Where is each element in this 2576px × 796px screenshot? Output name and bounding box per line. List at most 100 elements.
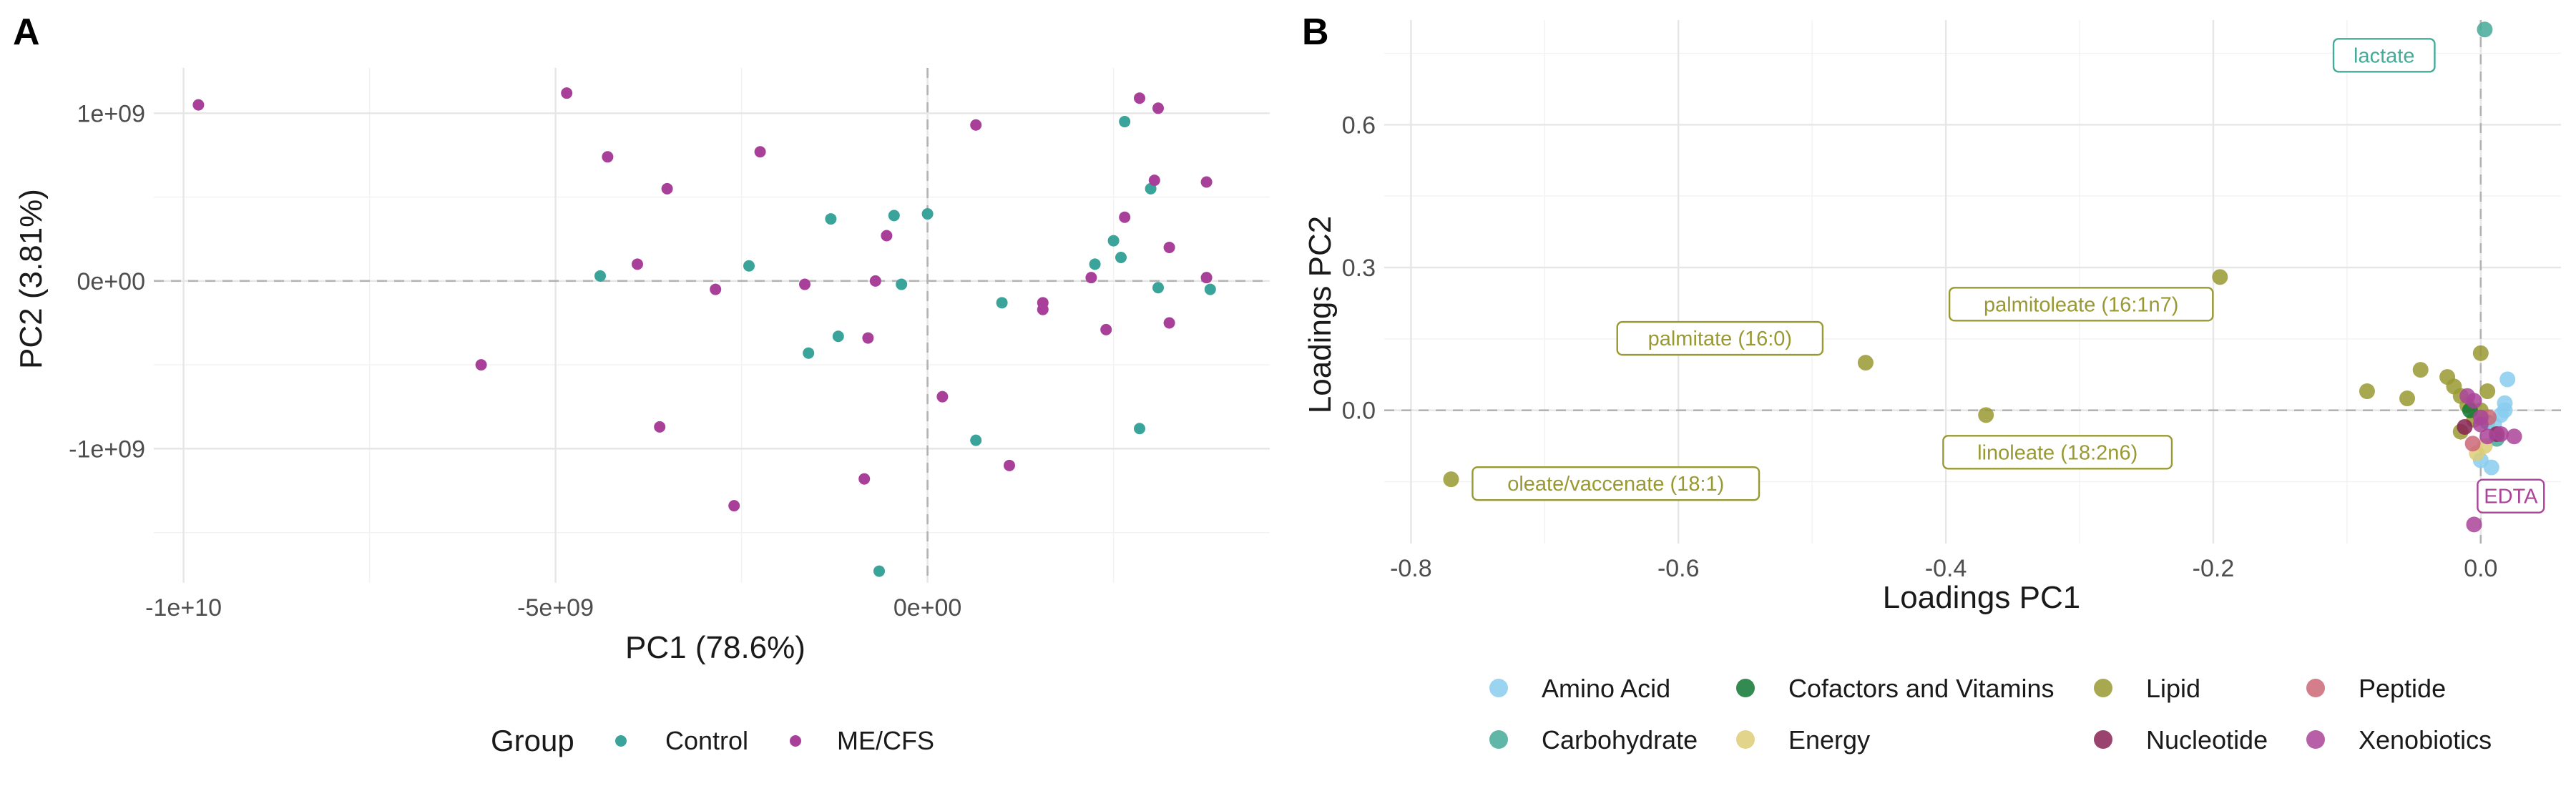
point-xenobiotics — [2506, 428, 2522, 445]
point-xenobiotics — [2466, 393, 2482, 409]
point-me-cfs — [1163, 317, 1175, 329]
legend-swatch-amino-acid — [1489, 679, 1508, 697]
point-me-cfs — [632, 258, 643, 270]
legend-label-control: Control — [665, 726, 748, 755]
panel-b-letter: B — [1302, 11, 1329, 53]
point-lipid — [2412, 362, 2429, 378]
point-control — [594, 270, 606, 282]
point-amino-acid — [2499, 371, 2516, 388]
point-xenobiotics — [2472, 416, 2489, 433]
panel-a-legend-title: Group — [491, 724, 574, 757]
point-lipid — [2399, 390, 2416, 407]
legend-label-cofactors-and-vitamins: Cofactors and Vitamins — [1788, 674, 2055, 703]
point-me-cfs — [1163, 241, 1175, 253]
point-amino-acid — [2497, 402, 2513, 418]
point-xenobiotics — [2466, 516, 2482, 533]
point-me-cfs — [602, 151, 614, 163]
annotation-label: palmitate (16:0) — [1648, 328, 1793, 350]
legend-label-energy: Energy — [1788, 725, 1870, 755]
panel-a-tick-labels: -1e+10 -5e+09 0e+00 1e+09 0e+00 -1e+09 — [69, 100, 961, 621]
point-me-cfs — [869, 275, 881, 287]
point-me-cfs — [192, 99, 205, 111]
annotation-box — [1616, 320, 1824, 356]
legend-label-amino-acid: Amino Acid — [1542, 674, 1670, 703]
annotation-box — [2332, 38, 2436, 73]
annotation-label: oleate/vaccenate (18:1) — [1507, 473, 1724, 496]
x-tick-label: -0.2 — [2193, 555, 2235, 582]
x-tick-label: 0e+00 — [893, 594, 962, 621]
point-me-cfs — [728, 500, 740, 512]
point-control — [896, 278, 908, 290]
annotation-edta: EDTA — [2477, 478, 2545, 514]
point-lipid — [2359, 383, 2375, 400]
legend-label-peptide: Peptide — [2359, 674, 2446, 703]
panel-a-letter: A — [13, 11, 40, 53]
point-control — [1152, 282, 1164, 294]
point-me-cfs — [1148, 175, 1160, 187]
point-lipid — [1857, 355, 1874, 371]
x-tick-label: -0.4 — [1925, 555, 1967, 582]
point-me-cfs — [1152, 102, 1164, 114]
legend-label-xenobiotics: Xenobiotics — [2359, 725, 2492, 755]
point-me-cfs — [754, 146, 766, 158]
point-control — [1119, 116, 1131, 128]
point-xenobiotics — [2492, 426, 2509, 442]
annotation-label: lactate — [2354, 44, 2414, 67]
point-control — [832, 330, 844, 343]
point-control — [1204, 283, 1216, 295]
y-tick-label: -1e+09 — [69, 436, 145, 463]
legend-swatch-energy — [1736, 730, 1755, 749]
panel-a-x-axis-title: PC1 (78.6%) — [625, 630, 805, 665]
legend-swatch-mecfs — [790, 735, 801, 747]
x-tick-label: -5e+09 — [517, 594, 594, 621]
annotation-palmitate-16-0: palmitate (16:0) — [1616, 320, 1824, 356]
panel-b-x-axis-title: Loadings PC1 — [1883, 580, 2080, 615]
panel-b-points — [1443, 21, 2522, 533]
legend-swatch-xenobiotics — [2306, 730, 2325, 749]
y-tick-label: 0e+00 — [77, 268, 146, 295]
annotation-label: linoleate (18:2n6) — [1977, 441, 2137, 464]
panel-a-y-axis-title: PC2 (3.81%) — [14, 189, 49, 369]
point-control — [888, 210, 900, 222]
point-peptide — [2464, 436, 2481, 452]
point-me-cfs — [1100, 323, 1112, 335]
legend-swatch-nucleotide — [2094, 730, 2112, 749]
point-me-cfs — [1085, 272, 1097, 284]
annotation-label: EDTA — [2484, 486, 2538, 508]
point-me-cfs — [936, 390, 949, 403]
legend-swatch-cofactors-and-vitamins — [1736, 679, 1755, 697]
y-tick-label: 1e+09 — [77, 100, 146, 127]
legend-swatch-peptide — [2306, 679, 2325, 697]
point-lipid — [1978, 407, 1994, 423]
point-control — [921, 208, 934, 220]
point-me-cfs — [862, 332, 874, 344]
y-tick-label: 0.0 — [1342, 398, 1376, 425]
annotation-palmitoleate-16-1n7: palmitoleate (16:1n7) — [1948, 287, 2214, 322]
point-me-cfs — [970, 119, 982, 131]
point-control — [1134, 423, 1145, 435]
annotation-box — [1942, 435, 2173, 470]
point-nucleotide — [2457, 418, 2473, 435]
point-control — [825, 213, 837, 225]
x-tick-label: -0.6 — [1657, 555, 1700, 582]
point-control — [970, 434, 982, 446]
legend-swatch-carbohydrate — [1489, 730, 1508, 749]
annotation-oleate-vaccenate-18-1: oleate/vaccenate (18:1) — [1471, 466, 1760, 501]
point-me-cfs — [661, 182, 673, 195]
point-me-cfs — [1119, 211, 1131, 223]
legend-label-nucleotide: Nucleotide — [2146, 725, 2268, 755]
legend-label-mecfs: ME/CFS — [837, 726, 934, 755]
point-me-cfs — [561, 87, 573, 99]
panel-b-y-axis-title: Loadings PC2 — [1303, 216, 1338, 413]
point-me-cfs — [858, 473, 871, 485]
point-lipid — [2212, 269, 2228, 285]
annotation-lactate: lactate — [2332, 38, 2436, 73]
point-control — [1115, 252, 1127, 264]
annotation-label: palmitoleate (16:1n7) — [1984, 293, 2178, 316]
point-me-cfs — [799, 278, 810, 290]
panel-a-points — [192, 87, 1216, 577]
y-tick-label: 0.3 — [1342, 255, 1376, 282]
panel-b-legend: Amino Acid Carbohydrate Cofactors and Vita… — [1489, 674, 2492, 755]
legend-swatch-control — [615, 735, 627, 747]
point-me-cfs — [881, 230, 893, 242]
